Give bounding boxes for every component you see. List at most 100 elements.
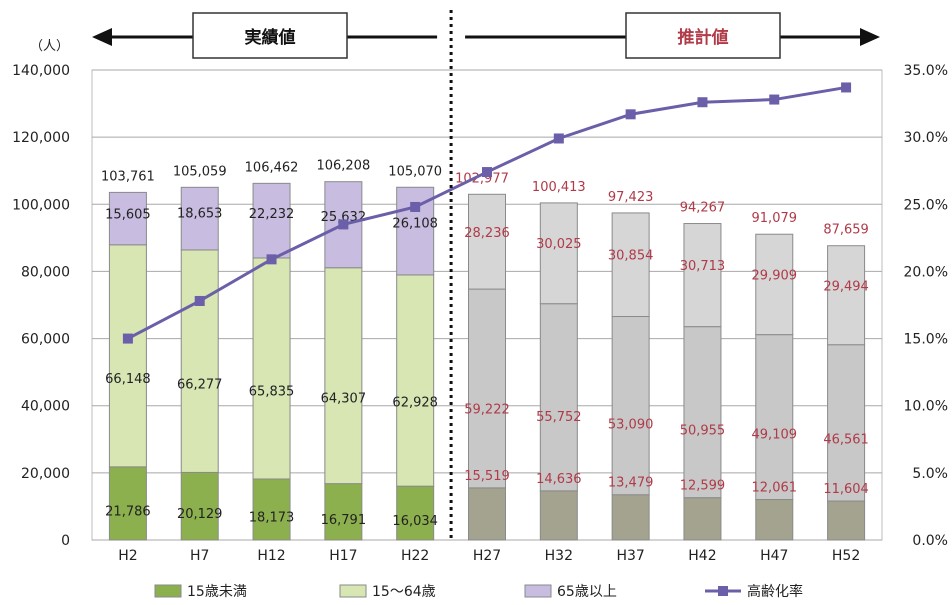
data-label: 21,786 [105,504,151,519]
total-label: 106,462 [245,160,299,175]
data-label: 65,835 [249,385,295,400]
bars [108,181,866,541]
bar-under15 [755,499,794,541]
data-labels: 21,786 66,148 15,605 103,761 20,129 66,277 18,… [101,159,869,529]
total-label: 105,070 [388,164,442,179]
projected-label-box [625,12,781,59]
bar-under15 [252,478,291,541]
aging-rate-marker [410,201,421,212]
legend-under15-swatch [154,584,182,598]
data-label: 12,061 [752,481,798,496]
x-tick-label: H17 [329,548,357,564]
region-header: 実績値 推計値 [92,10,880,540]
bar-working-age [683,326,722,499]
y2-tick-label: 35.0% [904,63,948,79]
data-label: 49,109 [752,428,798,443]
y-tick-label: 100,000 [12,197,70,213]
y2-tick-label: 15.0% [904,332,948,348]
data-label: 29,909 [752,268,798,283]
x-tick-label: H42 [688,548,716,564]
y-axis-right: 0.0% 5.0% 10.0% 15.0% 20.0% 25.0% 30.0% 35.0% [904,63,948,549]
data-label: 66,148 [105,372,151,387]
aging-rate-marker [841,82,852,93]
legend-working-age-swatch [339,584,367,598]
data-label: 30,854 [608,248,654,263]
y2-tick-label: 10.0% [904,399,948,415]
bar-working-age [468,288,506,489]
legend-aging-rate-label: 高齢化率 [747,583,803,600]
total-label: 106,208 [316,159,370,174]
total-label: 91,079 [752,211,798,226]
bar-over65 [539,202,578,305]
bar-working-age [827,344,866,502]
data-label: 55,752 [536,410,582,425]
bar-under15 [611,494,650,541]
bar-under15 [827,500,866,541]
bar-under15 [539,490,578,541]
x-tick-label: H32 [545,548,573,564]
data-label: 15,519 [464,469,510,484]
data-label: 13,479 [608,476,654,491]
bar-over65 [252,182,291,259]
aging-rate-marker [482,167,492,178]
total-label: 105,059 [173,164,227,179]
aging-rate-marker [769,94,780,105]
y-tick-label: 0 [61,533,70,549]
bar-under15 [108,466,147,541]
bar-under15 [324,483,363,541]
data-label: 66,277 [177,377,223,392]
y-axis-left: 0 20,000 40,000 60,000 80,000 100,000 120,000 1… [12,63,70,549]
y-tick-label: 40,000 [21,399,70,415]
total-label: 100,413 [532,180,586,195]
data-label: 28,236 [464,226,510,241]
data-label: 20,129 [177,507,223,522]
total-label: 94,267 [680,201,726,216]
aging-rate-marker [266,254,277,265]
actual-label-box [192,12,348,59]
total-label: 103,761 [101,169,155,184]
aging-rate-marker [553,133,564,144]
data-label: 46,561 [823,433,869,448]
bar-working-age [252,257,291,480]
x-axis: H2 H7 H12 H17 H22 H27 H32 H37 H42 H47 H52 [118,548,860,564]
bar-over65 [755,233,794,336]
aging-rate-marker [194,295,205,306]
right-arrow-icon [860,28,880,46]
x-tick-label: H12 [257,548,285,564]
x-tick-label: H2 [118,548,137,564]
data-label: 50,955 [680,423,726,438]
bar-over65 [180,186,219,251]
bar-working-age [396,274,435,487]
aging-rate-marker [338,219,349,230]
legend-working-age-label: 15～64歳 [372,584,436,600]
y2-tick-label: 30.0% [904,130,948,146]
bar-under15 [468,487,506,541]
y-tick-label: 120,000 [12,130,70,146]
data-label: 64,307 [321,391,367,406]
data-label: 29,494 [823,279,869,294]
data-label: 16,791 [321,513,367,528]
data-label: 22,232 [249,207,295,222]
data-label: 18,653 [177,206,223,221]
x-tick-label: H37 [616,548,644,564]
y-tick-label: 80,000 [21,264,70,280]
data-label: 15,605 [105,207,151,222]
y2-tick-label: 0.0% [912,533,948,549]
bar-over65 [108,191,147,246]
bar-working-age [324,267,363,485]
data-label: 53,090 [608,417,654,432]
bar-under15 [180,471,219,541]
left-arrow-icon [92,28,112,46]
bar-working-age [755,334,794,501]
total-label: 87,659 [823,223,869,238]
aging-rate-marker [122,333,133,344]
y-tick-label: 60,000 [21,332,70,348]
data-label: 11,604 [823,482,869,497]
bar-working-age [611,316,650,496]
y2-tick-label: 5.0% [912,466,948,482]
data-label: 12,599 [680,479,726,494]
aging-rate-line [122,82,852,344]
aging-rate-marker [697,97,708,108]
legend-over65-swatch [524,584,552,598]
